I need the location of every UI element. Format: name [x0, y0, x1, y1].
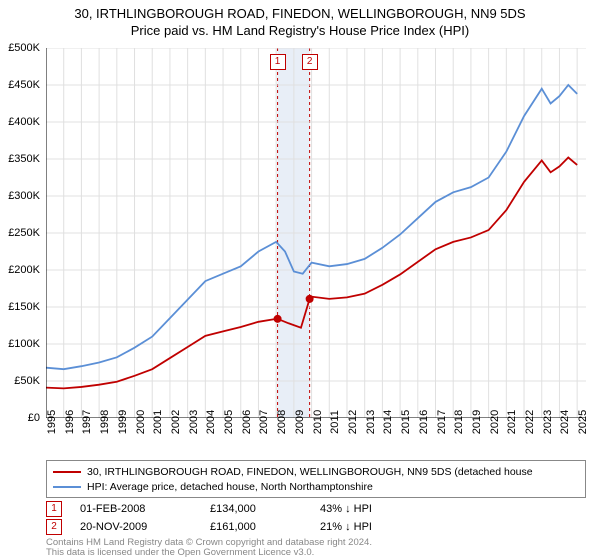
x-tick-label: 2014 [382, 410, 394, 434]
x-tick-label: 2020 [489, 410, 501, 434]
sale-pct: 21% ↓ HPI [320, 521, 440, 533]
sale-marker-num: 2 [51, 521, 57, 532]
legend-swatch [53, 471, 81, 473]
chart-area: £0£50K£100K£150K£200K£250K£300K£350K£400… [46, 48, 586, 418]
legend-row: 30, IRTHLINGBOROUGH ROAD, FINEDON, WELLI… [53, 464, 579, 479]
x-tick-label: 2013 [365, 410, 377, 434]
y-tick-label: £0 [28, 412, 40, 424]
x-tick-label: 2011 [329, 410, 341, 434]
y-tick-label: £400K [8, 116, 40, 128]
x-tick-label: 2023 [542, 410, 554, 434]
x-tick-label: 2019 [471, 410, 483, 434]
legend-label: 30, IRTHLINGBOROUGH ROAD, FINEDON, WELLI… [87, 466, 533, 478]
y-tick-label: £150K [8, 301, 40, 313]
y-tick-label: £100K [8, 338, 40, 350]
x-tick-label: 2018 [453, 410, 465, 434]
chart-marker-label: 1 [270, 54, 286, 70]
legend-label: HPI: Average price, detached house, Nort… [87, 481, 373, 493]
x-tick-label: 2003 [188, 410, 200, 434]
x-tick-label: 1999 [117, 410, 129, 434]
sale-row: 1 01-FEB-2008 £134,000 43% ↓ HPI [46, 500, 440, 518]
y-tick-label: £200K [8, 264, 40, 276]
y-tick-label: £50K [14, 375, 40, 387]
y-tick-label: £300K [8, 190, 40, 202]
x-tick-label: 2008 [276, 410, 288, 434]
x-tick-label: 2021 [506, 410, 518, 434]
x-tick-label: 2006 [241, 410, 253, 434]
sale-row: 2 20-NOV-2009 £161,000 21% ↓ HPI [46, 518, 440, 536]
sale-pct: 43% ↓ HPI [320, 503, 440, 515]
x-tick-label: 1997 [81, 410, 93, 434]
sales-table: 1 01-FEB-2008 £134,000 43% ↓ HPI 2 20-NO… [46, 500, 440, 536]
x-tick-label: 2024 [559, 410, 571, 434]
sale-marker-box: 2 [46, 519, 62, 535]
sale-date: 20-NOV-2009 [80, 521, 210, 533]
x-tick-label: 2015 [400, 410, 412, 434]
x-tick-label: 2012 [347, 410, 359, 434]
title-line-1: 30, IRTHLINGBOROUGH ROAD, FINEDON, WELLI… [0, 6, 600, 23]
x-tick-label: 2017 [436, 410, 448, 434]
sale-price: £134,000 [210, 503, 320, 515]
y-tick-label: £500K [8, 42, 40, 54]
chart-svg [46, 48, 586, 418]
legend-row: HPI: Average price, detached house, Nort… [53, 479, 579, 494]
sale-marker-num: 1 [51, 503, 57, 514]
x-tick-label: 1995 [46, 410, 58, 434]
x-tick-label: 2010 [312, 410, 324, 434]
chart-container: 30, IRTHLINGBOROUGH ROAD, FINEDON, WELLI… [0, 0, 600, 560]
y-tick-label: £250K [8, 227, 40, 239]
x-tick-label: 2001 [152, 410, 164, 434]
x-tick-label: 1998 [99, 410, 111, 434]
legend: 30, IRTHLINGBOROUGH ROAD, FINEDON, WELLI… [46, 460, 586, 498]
x-tick-label: 2009 [294, 410, 306, 434]
y-tick-label: £350K [8, 153, 40, 165]
x-tick-label: 2005 [223, 410, 235, 434]
x-tick-label: 2000 [135, 410, 147, 434]
title-line-2: Price paid vs. HM Land Registry's House … [0, 23, 600, 40]
chart-title: 30, IRTHLINGBOROUGH ROAD, FINEDON, WELLI… [0, 0, 600, 40]
x-tick-label: 2022 [524, 410, 536, 434]
x-tick-label: 2004 [205, 410, 217, 434]
x-tick-label: 2016 [418, 410, 430, 434]
sale-marker-box: 1 [46, 501, 62, 517]
x-tick-label: 2025 [577, 410, 589, 434]
chart-marker-label: 2 [302, 54, 318, 70]
x-tick-label: 2002 [170, 410, 182, 434]
sale-date: 01-FEB-2008 [80, 503, 210, 515]
y-tick-label: £450K [8, 79, 40, 91]
sale-price: £161,000 [210, 521, 320, 533]
x-tick-label: 2007 [258, 410, 270, 434]
legend-swatch [53, 486, 81, 488]
footer: Contains HM Land Registry data © Crown c… [46, 538, 372, 559]
x-tick-label: 1996 [64, 410, 76, 434]
footer-line-2: This data is licensed under the Open Gov… [46, 548, 372, 558]
